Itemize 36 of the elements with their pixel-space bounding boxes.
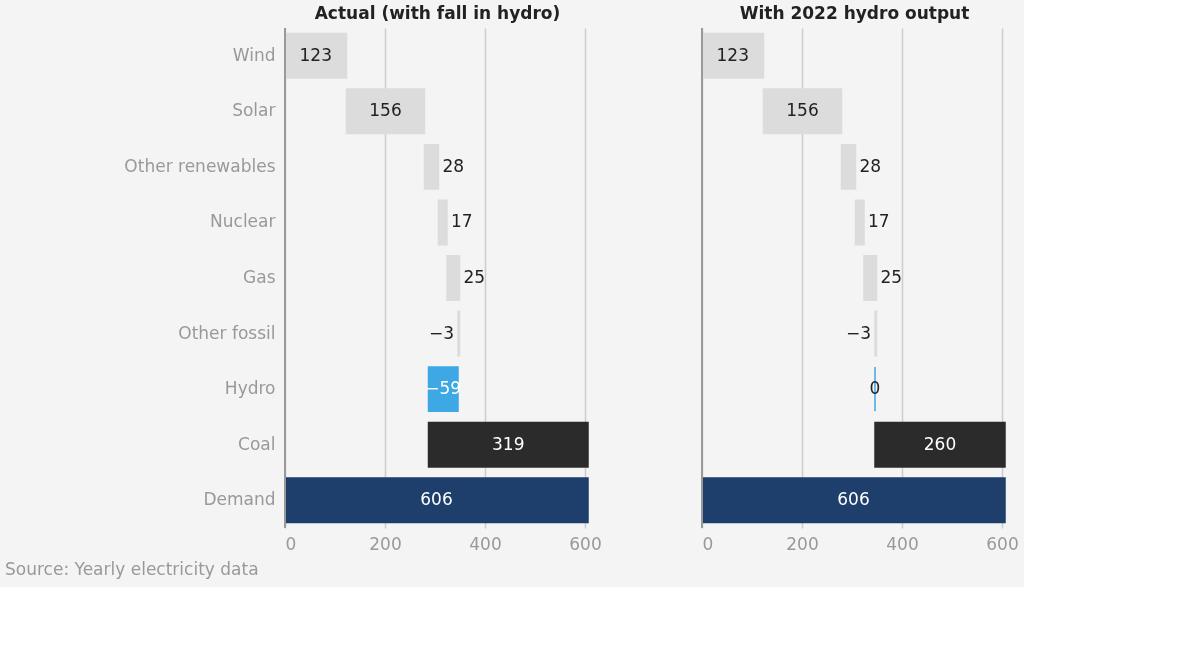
- data-label: 319: [492, 433, 525, 454]
- y-tick-label: Demand: [203, 489, 276, 510]
- y-tick-label: Wind: [232, 44, 276, 65]
- y-tick-label: Other fossil: [178, 322, 276, 343]
- data-label: 25: [880, 267, 903, 287]
- data-label: 260: [923, 433, 957, 454]
- x-tick-label: 200: [369, 533, 402, 554]
- source-note: Source: Yearly electricity data: [5, 559, 259, 579]
- y-tick-label: Gas: [243, 267, 276, 287]
- y-tick-label: Hydro: [224, 378, 276, 399]
- y-tick-label: Other renewables: [124, 155, 276, 176]
- x-tick-label: 0: [285, 533, 297, 554]
- data-label: 123: [299, 44, 332, 65]
- chart-title: Actual (with fall in hydro): [314, 3, 561, 23]
- data-label: 28: [859, 155, 882, 176]
- data-label: 25: [463, 267, 486, 287]
- data-label: 123: [716, 44, 749, 65]
- data-label: 17: [868, 211, 890, 232]
- y-tick-label: Solar: [232, 100, 276, 121]
- data-label: −3: [428, 322, 454, 343]
- data-label: 17: [451, 211, 473, 232]
- data-label: 606: [420, 489, 453, 510]
- x-tick-label: 600: [569, 533, 602, 554]
- x-tick-label: 400: [886, 533, 919, 554]
- x-tick-label: 0: [702, 533, 714, 554]
- x-tick-label: 600: [986, 533, 1019, 554]
- data-label: 28: [442, 155, 465, 176]
- x-tick-label: 200: [786, 533, 819, 554]
- chart-title: With 2022 hydro output: [739, 3, 970, 23]
- y-tick-label: Coal: [238, 433, 276, 454]
- x-tick-label: 400: [469, 533, 502, 554]
- data-label: 156: [786, 100, 819, 121]
- y-tick-label: Nuclear: [210, 211, 276, 232]
- data-label: 156: [369, 100, 402, 121]
- data-label: 606: [837, 489, 870, 510]
- data-label: −3: [845, 322, 871, 343]
